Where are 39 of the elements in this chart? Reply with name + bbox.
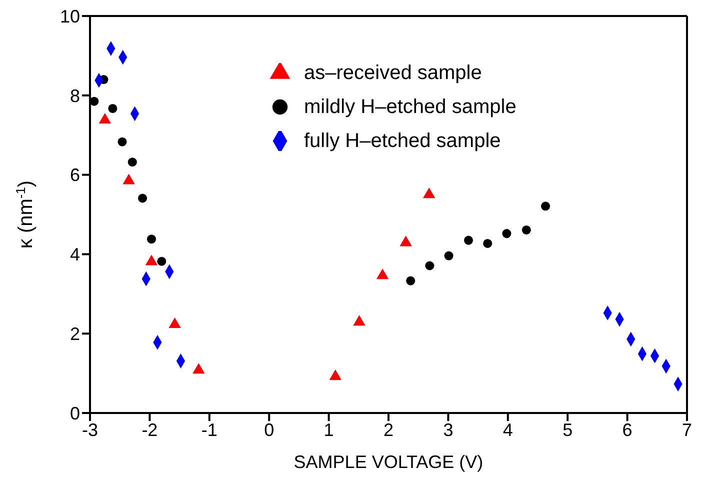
point xyxy=(464,236,474,245)
point xyxy=(138,194,148,203)
x-tick-label: 1 xyxy=(324,420,334,440)
x-tick-label: -2 xyxy=(142,420,158,440)
point xyxy=(444,251,454,260)
point xyxy=(406,276,416,286)
y-tick-label: 2 xyxy=(70,324,80,344)
x-tick-label: 7 xyxy=(682,420,692,440)
point xyxy=(353,315,366,326)
y-tick-label: 10 xyxy=(60,6,80,26)
point xyxy=(108,104,118,114)
legend-label: fully H–etched sample xyxy=(304,129,501,154)
point xyxy=(118,137,127,146)
y-tick-label: 4 xyxy=(70,244,80,265)
x-tick-label: 5 xyxy=(562,420,573,440)
point xyxy=(522,225,531,234)
point xyxy=(157,256,166,266)
x-tick-label: -1 xyxy=(201,420,218,440)
x-tick-label: 2 xyxy=(383,420,394,440)
point xyxy=(502,229,512,238)
point xyxy=(128,158,137,167)
point xyxy=(146,234,156,244)
y-tick-label: 6 xyxy=(70,165,80,186)
point xyxy=(483,238,492,248)
x-tick-label: 3 xyxy=(443,420,454,440)
point xyxy=(192,363,205,374)
y-tick-label: 8 xyxy=(70,86,80,106)
x-axis-title: SAMPLE VOLTAGE (V) xyxy=(294,452,484,472)
point xyxy=(540,202,550,211)
point xyxy=(376,268,389,280)
legend-label: mildly H–etched sample xyxy=(304,95,516,120)
x-tick-label: -3 xyxy=(82,420,98,440)
y-tick-label: 0 xyxy=(70,403,80,424)
x-tick-label: 6 xyxy=(622,420,632,440)
legend-label: as–received sample xyxy=(304,61,482,86)
x-tick-label: 4 xyxy=(502,420,513,440)
point xyxy=(90,96,99,106)
point xyxy=(425,261,434,270)
x-tick-label: 0 xyxy=(264,420,274,440)
